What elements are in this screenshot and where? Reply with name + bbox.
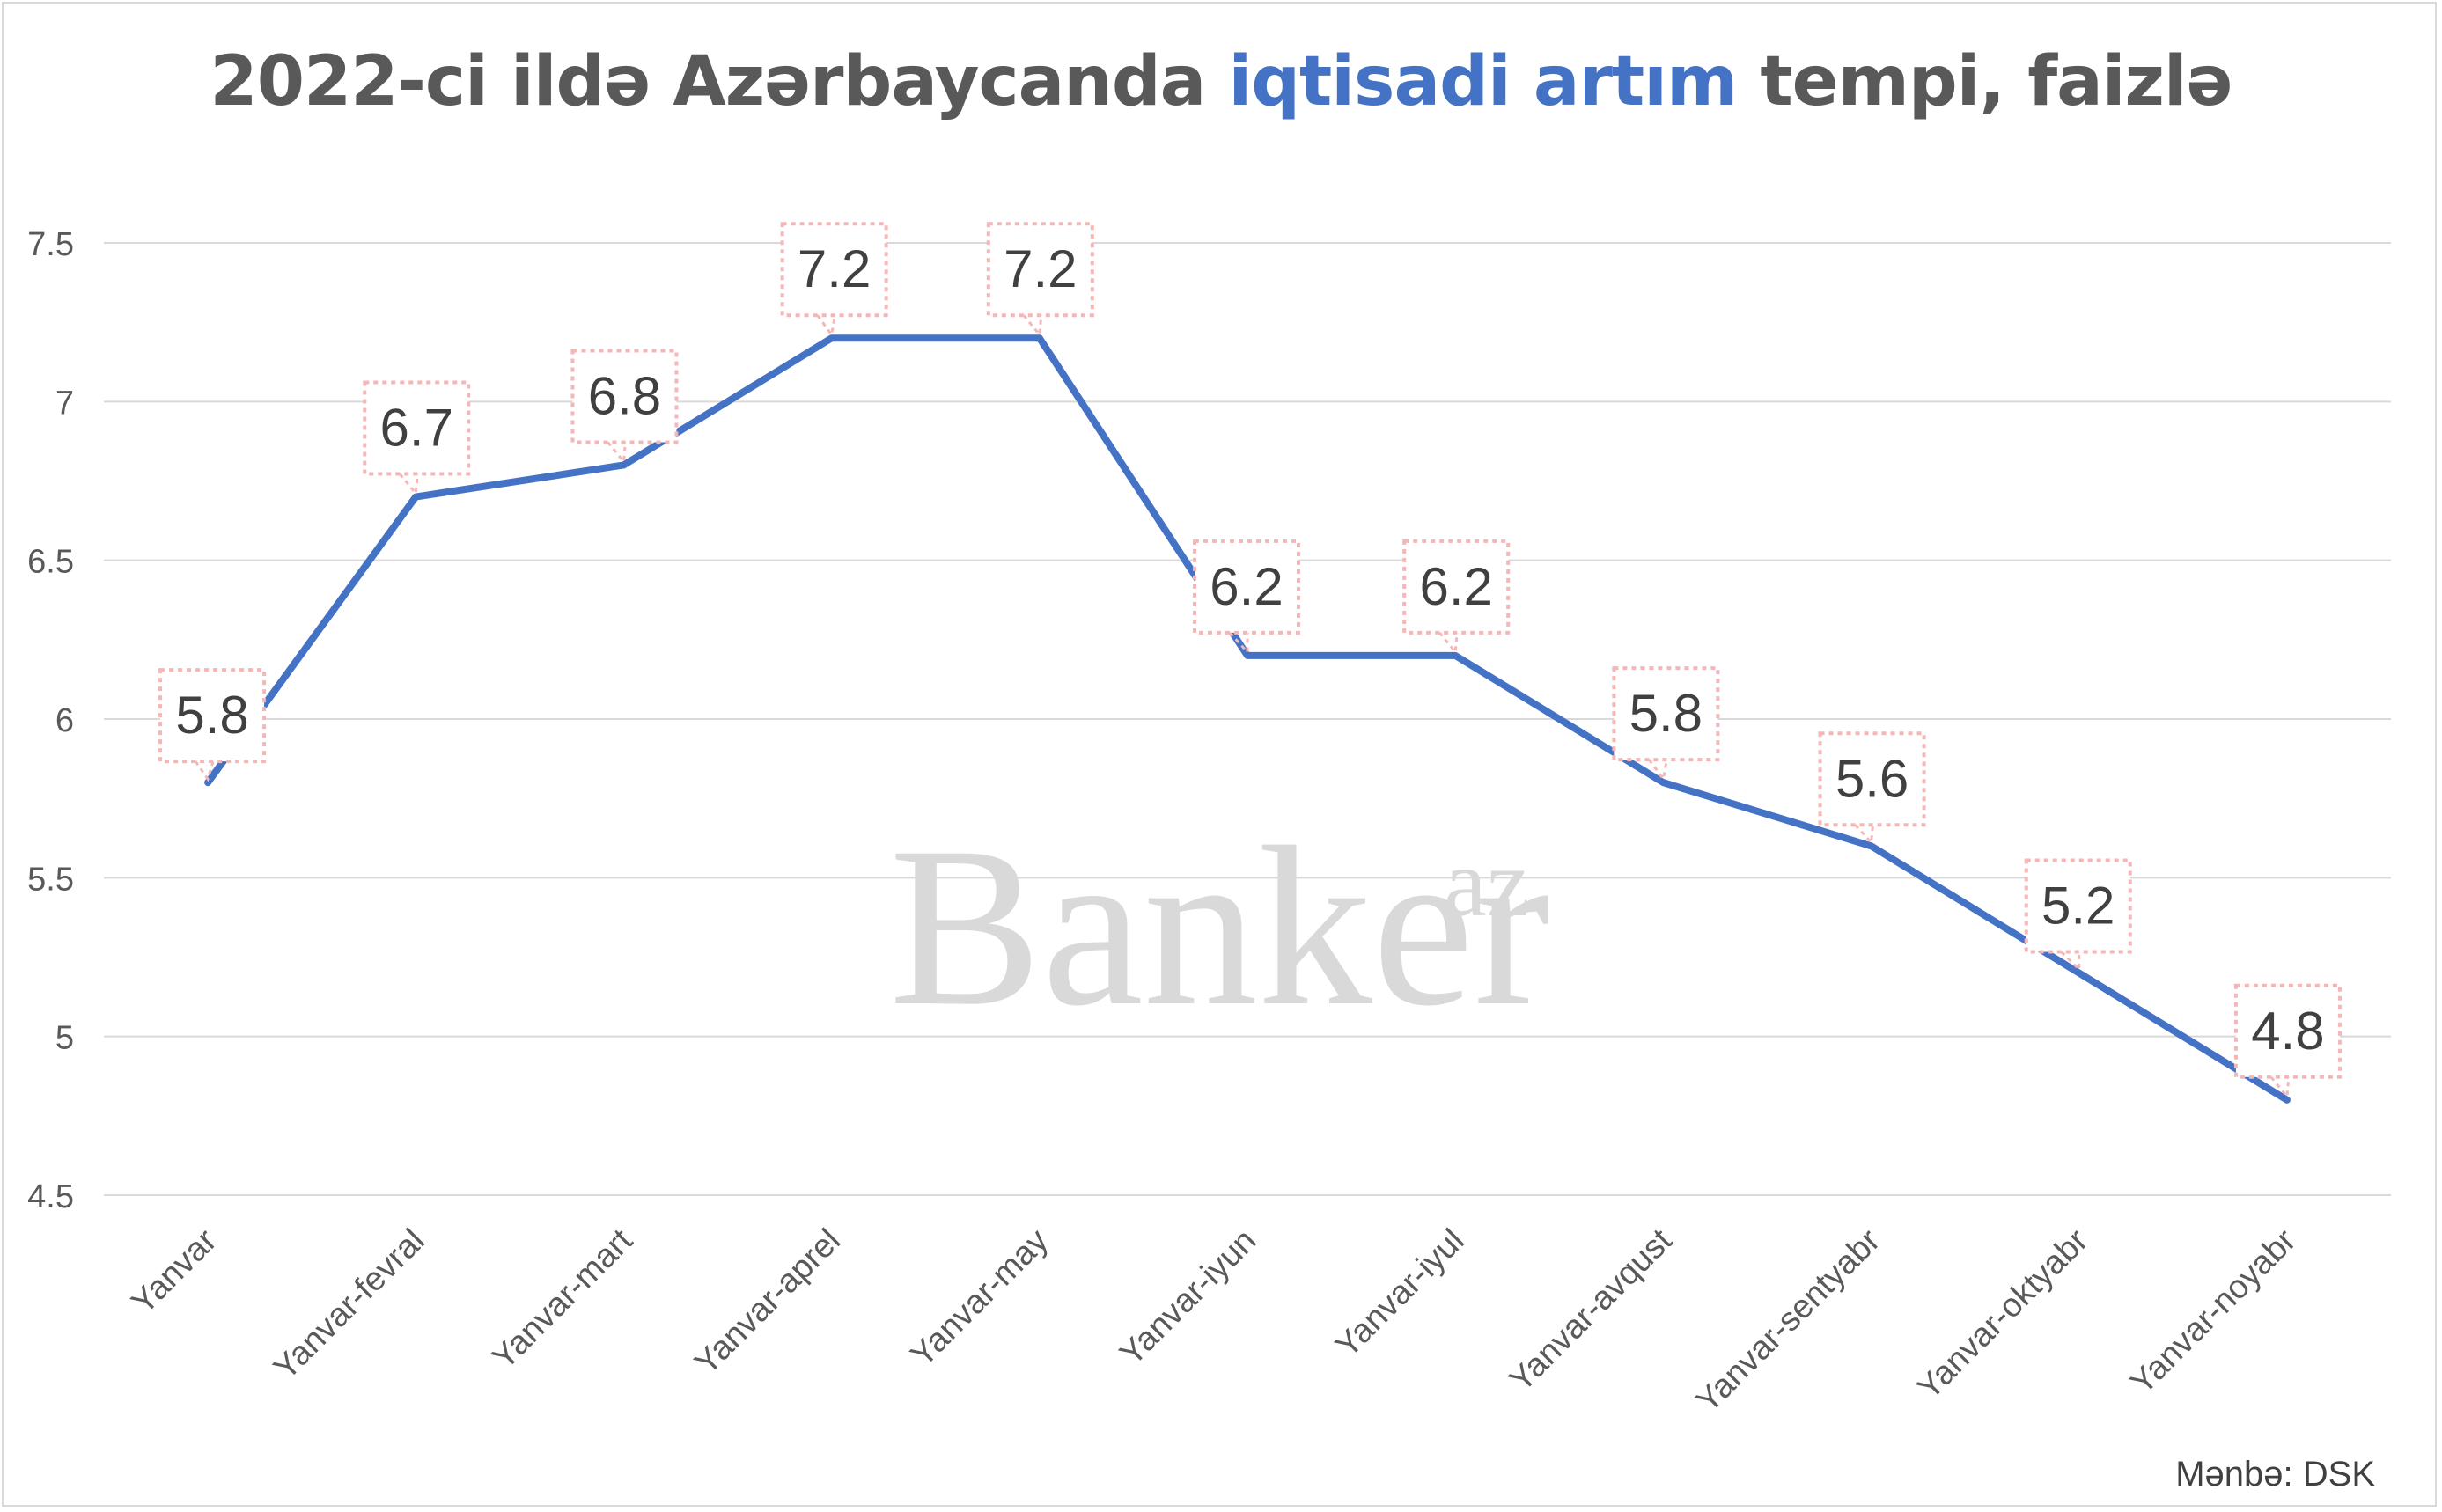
data-label-box: [780, 222, 888, 318]
data-label-box: [2233, 983, 2342, 1079]
watermark-text: Banker: [889, 800, 1550, 1053]
data-label-text: 5.2: [2041, 877, 2115, 936]
x-tick-label: Yanvar-may: [904, 1222, 1056, 1375]
series-line: [204, 334, 2291, 1104]
series-line-path: [204, 334, 2291, 1104]
x-tick-label: Yanvar-mart: [485, 1222, 640, 1376]
x-tick-label: Yanvar: [125, 1222, 224, 1321]
data-label: 5.6: [1818, 731, 1926, 846]
data-label-box: [986, 222, 1094, 318]
data-label-text: 4.8: [2251, 1002, 2324, 1061]
data-label-text: 7.2: [798, 239, 871, 298]
data-label-pointer: [1854, 824, 1875, 846]
data-label-pointer: [1648, 759, 1668, 782]
chart-title: 2022-ci ildə Azərbaycanda iqtisadi artım…: [0, 42, 2442, 121]
data-label-pointer: [816, 314, 837, 338]
data-label-box: [2024, 858, 2132, 954]
data-label-text: 5.6: [1835, 749, 1909, 808]
y-tick-label: 6: [55, 702, 74, 739]
data-label: 7.2: [986, 222, 1094, 338]
data-label-box: [363, 380, 471, 476]
data-label-box: [1193, 539, 1300, 635]
data-label-pointer: [399, 473, 419, 497]
data-label: 6.7: [363, 380, 471, 497]
data-label-pointer: [2269, 1075, 2291, 1100]
data-label-pointer: [1228, 631, 1249, 656]
x-tick-label: Yanvar-noyabr: [2123, 1222, 2303, 1401]
data-label: 6.8: [570, 349, 679, 466]
data-label: 6.2: [1402, 539, 1511, 656]
x-tick-label: Yanvar-oktyabr: [1910, 1222, 2095, 1406]
gridlines: [104, 242, 2391, 1196]
x-axis-tick-labels: Yanvar Yanvar-fevral Yanvar-mart Yanvar-apr…: [125, 1222, 2304, 1420]
y-axis-tick-labels: 4.5 5 5.5 6 6.5 7 7.5: [27, 226, 74, 1215]
data-label-pointer: [1022, 314, 1043, 338]
data-label: 5.2: [2024, 858, 2132, 973]
y-tick-label: 5: [55, 1020, 74, 1057]
watermark: Banker az: [889, 800, 1550, 1053]
data-label-pointer: [1438, 631, 1459, 656]
watermark-superscript: az: [1444, 829, 1530, 936]
x-tick-label: Yanvar-sentyabr: [1689, 1222, 1887, 1420]
data-label-text: 6.2: [1210, 557, 1283, 616]
data-label-box: [1402, 539, 1511, 635]
y-tick-label: 7: [55, 385, 74, 422]
x-tick-label: Yanvar-iyul: [1328, 1222, 1471, 1365]
data-label-text: 5.8: [175, 686, 248, 745]
title-highlight: iqtisadi artım: [1228, 42, 1738, 121]
x-tick-label: Yanvar-avqust: [1503, 1222, 1680, 1398]
y-tick-label: 7.5: [27, 226, 74, 263]
x-tick-label: Yanvar-fevral: [267, 1222, 432, 1388]
data-label-box: [158, 668, 267, 764]
data-label-pointer: [607, 441, 627, 466]
data-label-box: [570, 349, 679, 444]
data-label-box: [1818, 731, 1926, 827]
data-label-text: 5.8: [1629, 684, 1703, 743]
data-label-pointer: [2060, 951, 2081, 973]
title-part-1: 2022-ci ildə Azərbaycanda: [210, 42, 1229, 121]
x-tick-label: Yanvar-iyun: [1113, 1222, 1263, 1373]
data-label: 4.8: [2233, 983, 2342, 1100]
data-label-text: 7.2: [1004, 239, 1077, 298]
y-tick-label: 4.5: [27, 1178, 74, 1215]
y-tick-label: 6.5: [27, 544, 74, 581]
source-note: Mənbə: DSK: [2175, 1455, 2375, 1494]
data-label: 6.2: [1193, 539, 1300, 656]
data-label: 7.2: [780, 222, 888, 338]
x-tick-label: Yanvar-aprel: [688, 1222, 848, 1383]
data-label: 5.8: [1612, 666, 1720, 782]
data-label-box: [1612, 666, 1720, 762]
data-labels: 5.8 6.7 6.8 7.2 7.2 6.2 6.2 5.8 5.6 5.2 4.8: [158, 222, 2342, 1100]
title-part-2: tempi, faizlə: [1737, 42, 2232, 121]
data-label-text: 6.7: [380, 399, 453, 458]
data-label-pointer: [194, 760, 215, 782]
data-label-text: 6.8: [588, 366, 661, 425]
data-label-text: 6.2: [1419, 557, 1492, 616]
y-tick-label: 5.5: [27, 861, 74, 898]
data-label: 5.8: [158, 668, 267, 782]
